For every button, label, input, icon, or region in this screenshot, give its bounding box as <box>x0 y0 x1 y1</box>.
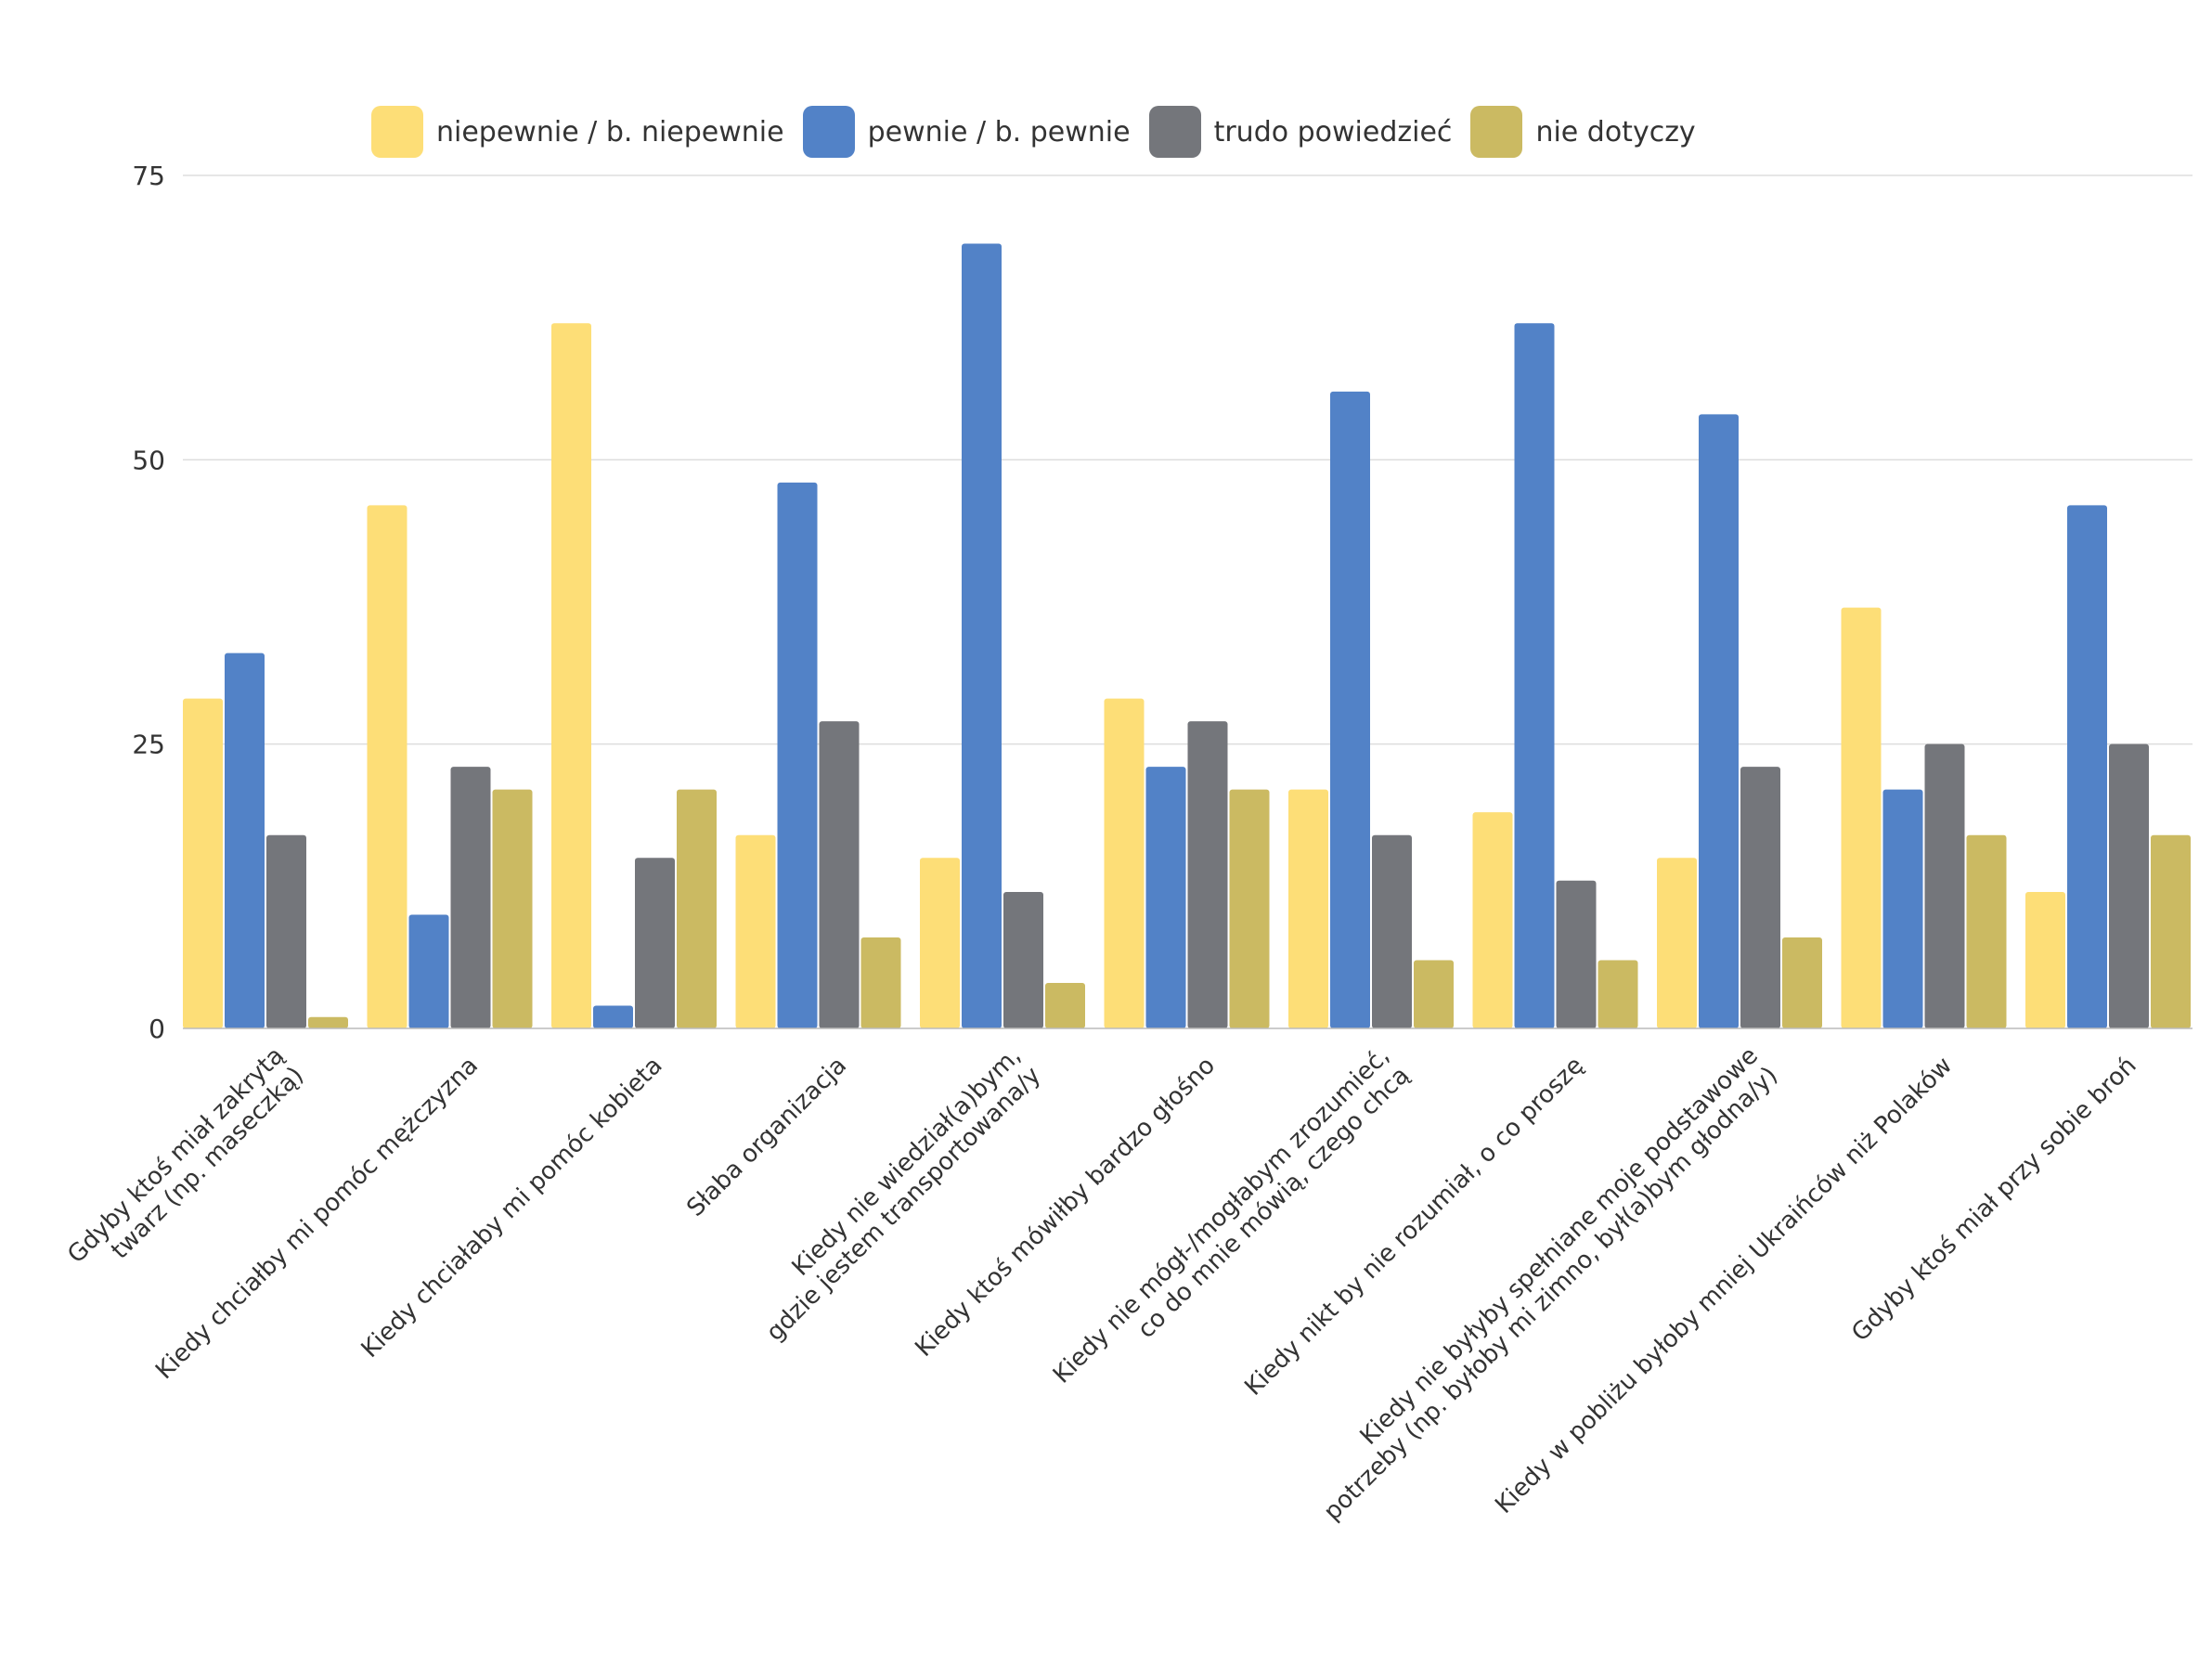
legend-swatch-0 <box>371 106 423 158</box>
x-tick-label-line: twarz (np. maseczką) <box>106 1062 309 1265</box>
bar-7-3 <box>1598 960 1638 1028</box>
bar-9-0 <box>1841 607 1882 1028</box>
legend-label-1: pewnie / b. pewnie <box>867 115 1131 149</box>
bar-9-3 <box>1966 834 2007 1028</box>
legend-label-2: trudo powiedzieć <box>1213 115 1453 149</box>
bar-5-3 <box>1229 789 1270 1028</box>
bar-7-2 <box>1556 880 1597 1028</box>
x-tick-label-line: Kiedy nie byłyby spełniane moje podstawo… <box>1355 1041 1764 1450</box>
legend-item-1: pewnie / b. pewnie <box>802 106 1131 158</box>
bar-4-2 <box>1003 891 1043 1028</box>
bar-10-1 <box>2067 505 2107 1028</box>
bar-2-2 <box>635 858 675 1028</box>
x-tick-label-line: Gdyby ktoś miał zakrytą <box>62 1041 290 1269</box>
legend: niepewnie / b. niepewnie pewnie / b. pew… <box>371 104 1714 160</box>
x-tick-label-10: Gdyby ktoś miał przy sobie broń <box>1846 1052 2141 1347</box>
bar-4-1 <box>962 243 1002 1028</box>
bar-0-2 <box>266 834 306 1028</box>
legend-item-0: niepewnie / b. niepewnie <box>371 106 784 158</box>
bar-4-3 <box>1045 982 1085 1028</box>
y-tick-label-2: 50 <box>132 445 165 475</box>
x-tick-label-7: Kiedy nikt by nie rozumiał, o co proszę <box>1239 1052 1589 1402</box>
bar-0-1 <box>225 653 265 1028</box>
legend-swatch-3 <box>1470 106 1523 158</box>
bar-3-0 <box>735 834 776 1028</box>
y-tick-label-1: 25 <box>132 730 165 760</box>
bar-0-3 <box>308 1016 348 1028</box>
bar-9-2 <box>1924 743 1965 1028</box>
bar-9-1 <box>1882 789 1923 1028</box>
bar-8-2 <box>1740 767 1780 1028</box>
legend-label-0: niepewnie / b. niepewnie <box>436 115 784 149</box>
bar-2-3 <box>677 789 717 1028</box>
bar-1-0 <box>367 505 407 1028</box>
bar-10-3 <box>2151 834 2191 1028</box>
x-tick-label-6: Kiedy nie mógł-/mogłabym zrozumieć,co do… <box>1048 1041 1415 1389</box>
bar-5-2 <box>1187 721 1228 1028</box>
x-tick-label-1: Kiedy chciałby mi pomóc mężczyzna <box>150 1052 484 1385</box>
legend-swatch-2 <box>1148 106 1201 158</box>
bar-10-0 <box>2025 891 2065 1028</box>
bar-6-3 <box>1414 960 1454 1028</box>
bar-3-1 <box>777 482 818 1028</box>
y-tick-label-0: 0 <box>149 1014 165 1044</box>
x-tick-label-2: Kiedy chciałaby mi pomóc kobieta <box>356 1052 668 1363</box>
x-tick-label-line: Kiedy chciałby mi pomóc mężczyzna <box>150 1052 484 1385</box>
x-tick-label-3: Słaba organizacja <box>681 1052 852 1222</box>
bar-8-3 <box>1782 937 1822 1028</box>
bar-0-0 <box>183 698 223 1028</box>
legend-item-3: nie dotyczy <box>1470 106 1696 158</box>
x-tick-label-line: Kiedy nie mógł-/mogłabym zrozumieć, <box>1048 1041 1395 1389</box>
bar-8-0 <box>1657 858 1697 1028</box>
bar-1-3 <box>492 789 533 1028</box>
bar-3-2 <box>819 721 860 1028</box>
bar-4-0 <box>920 858 960 1028</box>
x-tick-label-line: Kiedy nikt by nie rozumiał, o co proszę <box>1239 1052 1589 1402</box>
bar-6-2 <box>1372 834 1412 1028</box>
bar-1-1 <box>408 914 449 1028</box>
x-tick-label-line: Słaba organizacja <box>681 1052 852 1222</box>
x-tick-label-4: Kiedy nie wiedział(a)bym,gdzie jestem tr… <box>761 1041 1046 1346</box>
bar-2-0 <box>551 323 591 1028</box>
bar-5-0 <box>1104 698 1145 1028</box>
bar-5-1 <box>1145 767 1186 1028</box>
x-tick-label-line: Gdyby ktoś miał przy sobie broń <box>1846 1052 2141 1347</box>
legend-label-3: nie dotyczy <box>1535 115 1696 149</box>
bar-10-2 <box>2109 743 2149 1028</box>
bar-6-1 <box>1330 391 1370 1028</box>
bar-8-1 <box>1699 414 1739 1028</box>
bar-3-3 <box>860 937 901 1028</box>
legend-swatch-1 <box>802 106 855 158</box>
bar-6-0 <box>1288 789 1328 1028</box>
legend-item-2: trudo powiedzieć <box>1148 106 1453 158</box>
bar-7-0 <box>1472 812 1513 1028</box>
x-tick-label-line: Kiedy chciałaby mi pomóc kobieta <box>356 1052 668 1363</box>
bar-1-2 <box>450 767 491 1028</box>
y-tick-label-3: 75 <box>132 161 165 191</box>
bar-7-1 <box>1514 323 1555 1028</box>
bar-2-1 <box>593 1005 633 1028</box>
